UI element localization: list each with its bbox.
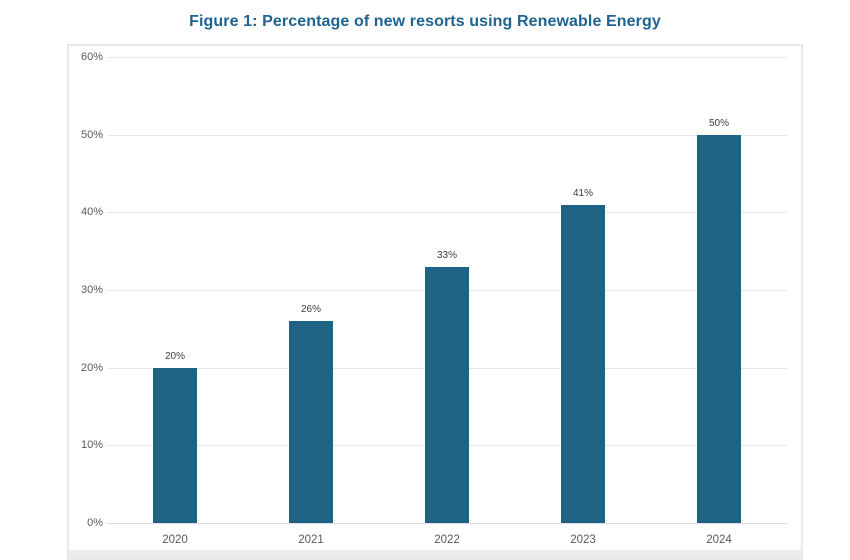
bar-value-label-2020: 20% (164, 350, 185, 362)
y-axis-tick-label: 30% (80, 284, 103, 296)
bar-2023 (561, 204, 605, 523)
chart-panel: 0% 10% 20% 30% 40% 50% 60% 20% 2020 26% 2021 33% 202… (67, 44, 803, 560)
gridline-0 (107, 523, 787, 524)
chart-title: Figure 1: Percentage of new resorts usin… (189, 13, 661, 30)
bottom-scroll-strip (69, 550, 801, 558)
bar-2021 (289, 321, 333, 523)
y-axis-tick-label: 10% (80, 439, 103, 452)
bar-value-label-2021: 26% (300, 304, 321, 316)
bar-2020 (153, 367, 197, 523)
gridline-60 (107, 57, 787, 58)
x-axis-tick-label-2021: 2021 (298, 534, 324, 546)
bar-2022 (425, 266, 469, 523)
x-axis-tick-label-2024: 2024 (706, 534, 732, 546)
gridline-40 (107, 212, 787, 214)
y-axis-tick-label: 40% (80, 206, 103, 219)
x-axis-tick-label-2020: 2020 (162, 534, 188, 546)
bar-value-label-2022: 33% (436, 249, 457, 261)
x-axis-tick-label-2023: 2023 (570, 534, 596, 546)
y-axis-tick-label: 0% (87, 517, 103, 529)
gridline-50 (107, 134, 787, 136)
bar-value-label-2024: 50% (708, 117, 729, 129)
bar-2024 (697, 134, 741, 523)
x-axis-tick-label-2022: 2022 (434, 534, 460, 546)
y-axis-tick-label: 20% (80, 361, 103, 374)
bar-value-label-2023: 41% (572, 187, 593, 199)
y-axis-tick-label: 60% (80, 51, 103, 63)
y-axis-tick-label: 50% (80, 128, 103, 141)
